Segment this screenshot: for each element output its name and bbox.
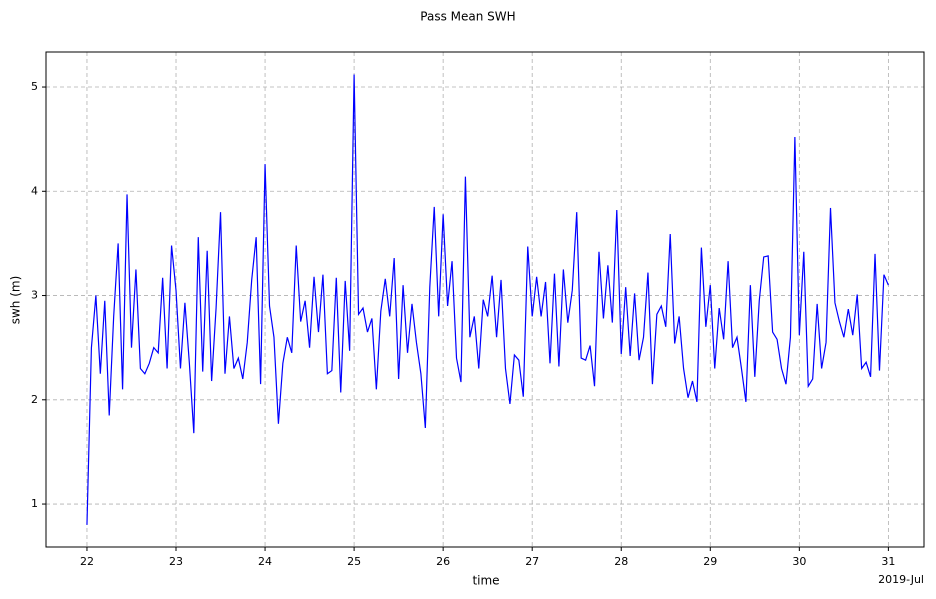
x-tick-label: 25 bbox=[347, 555, 361, 568]
x-tick-label: 28 bbox=[614, 555, 628, 568]
x-tick-label: 24 bbox=[258, 555, 272, 568]
y-tick-label: 4 bbox=[31, 184, 38, 197]
x-tick-label: 27 bbox=[525, 555, 539, 568]
x-tick-label: 22 bbox=[80, 555, 94, 568]
x-offset-label: 2019-Jul bbox=[878, 573, 924, 586]
x-axis-label: time bbox=[472, 574, 499, 588]
y-tick-label: 1 bbox=[31, 497, 38, 510]
plot-frame bbox=[45, 51, 925, 548]
data-line bbox=[86, 74, 889, 525]
chart-title: Pass Mean SWH bbox=[420, 10, 515, 24]
x-tick-label: 26 bbox=[436, 555, 450, 568]
x-tick-label: 29 bbox=[703, 555, 717, 568]
y-tick-label: 5 bbox=[31, 80, 38, 93]
y-axis-label: swh (m) bbox=[9, 276, 23, 325]
y-tick-label: 2 bbox=[31, 393, 38, 406]
y-tick-label: 3 bbox=[31, 289, 38, 302]
x-tick-label: 23 bbox=[169, 555, 183, 568]
x-tick-label: 30 bbox=[792, 555, 806, 568]
x-tick-label: 31 bbox=[881, 555, 895, 568]
